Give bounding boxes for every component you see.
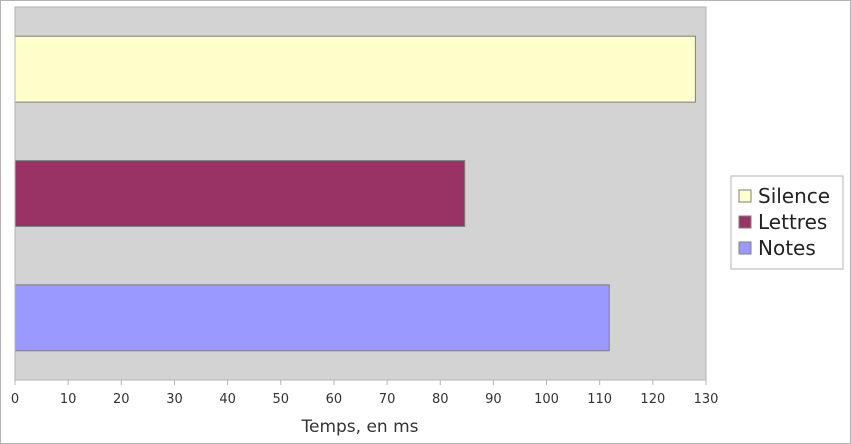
- x-tick-label: 90: [485, 392, 502, 407]
- x-axis-title: Temps, en ms: [300, 417, 418, 437]
- x-tick-label: 110: [587, 392, 612, 407]
- legend-swatch-silence: [738, 189, 752, 203]
- x-tick-label: 130: [694, 392, 719, 407]
- bar-lettres: [14, 160, 466, 227]
- bar-notes: [14, 284, 610, 352]
- legend-label-lettres: Lettres: [758, 210, 827, 234]
- x-tick-label: 50: [272, 392, 289, 407]
- x-tick-label: 80: [432, 392, 449, 407]
- legend-swatch-lettres: [738, 215, 752, 229]
- ticks-layer: 0 10 20 30 40 50 60 70 80 90 100 110 120 130: [11, 380, 719, 407]
- x-tick-label: 30: [166, 392, 183, 407]
- x-tick-label: 20: [113, 392, 130, 407]
- legend-swatch-notes: [738, 241, 752, 255]
- x-tick-label: 100: [534, 392, 559, 407]
- bar-silence: [14, 35, 696, 103]
- x-tick-label: 0: [11, 392, 19, 407]
- legend-label-silence: Silence: [758, 184, 830, 208]
- x-tick-label: 60: [326, 392, 343, 407]
- x-tick-label: 10: [60, 392, 77, 407]
- legend-label-notes: Notes: [758, 236, 816, 260]
- x-tick-label: 70: [379, 392, 396, 407]
- x-tick-label: 120: [640, 392, 665, 407]
- bars-layer: [14, 35, 696, 352]
- x-tick-label: 40: [219, 392, 236, 407]
